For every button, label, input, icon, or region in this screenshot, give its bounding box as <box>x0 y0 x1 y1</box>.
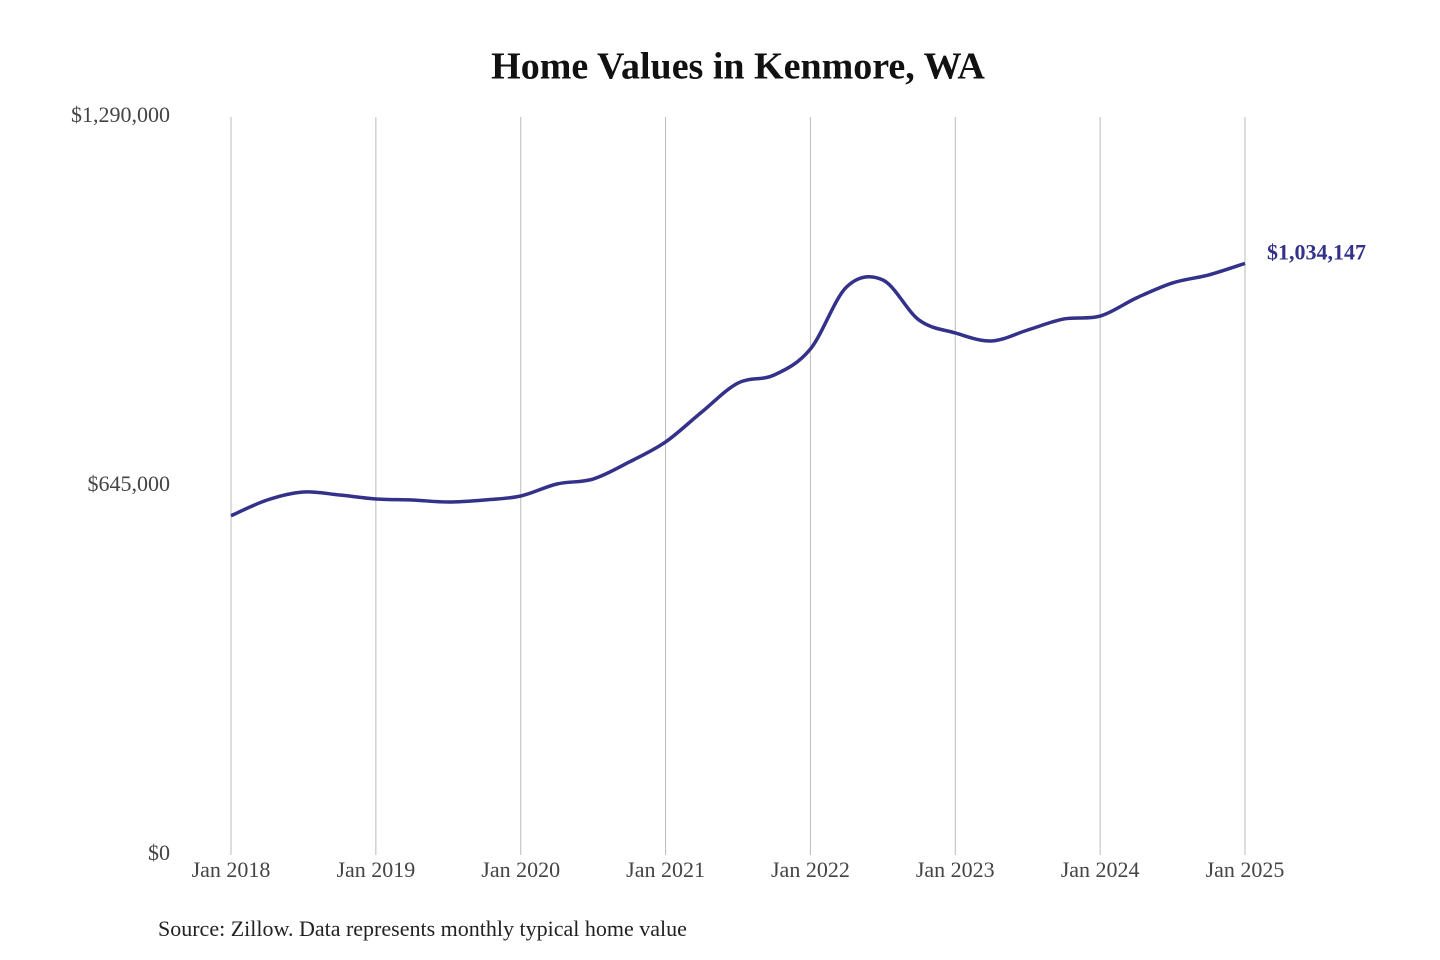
value-label: $1,034,147 <box>1267 239 1366 264</box>
source-note: Source: Zillow. Data represents monthly … <box>158 916 687 941</box>
data-line <box>230 261 1246 518</box>
x-tick-label: Jan 2023 <box>916 857 995 882</box>
y-tick-label: $1,290,000 <box>71 102 170 127</box>
x-tick-label: Jan 2019 <box>336 857 415 882</box>
chart-title: Home Values in Kenmore, WA <box>491 46 985 88</box>
x-tick-label: Jan 2025 <box>1206 857 1285 882</box>
y-tick-label: $0 <box>148 840 170 865</box>
x-tick-label: Jan 2018 <box>192 857 271 882</box>
x-tick-label: Jan 2022 <box>771 857 850 882</box>
x-tick-label: Jan 2021 <box>626 857 705 882</box>
x-tick-label: Jan 2024 <box>1061 857 1140 882</box>
y-tick-label: $645,000 <box>88 471 171 496</box>
x-tick-label: Jan 2020 <box>481 857 560 882</box>
